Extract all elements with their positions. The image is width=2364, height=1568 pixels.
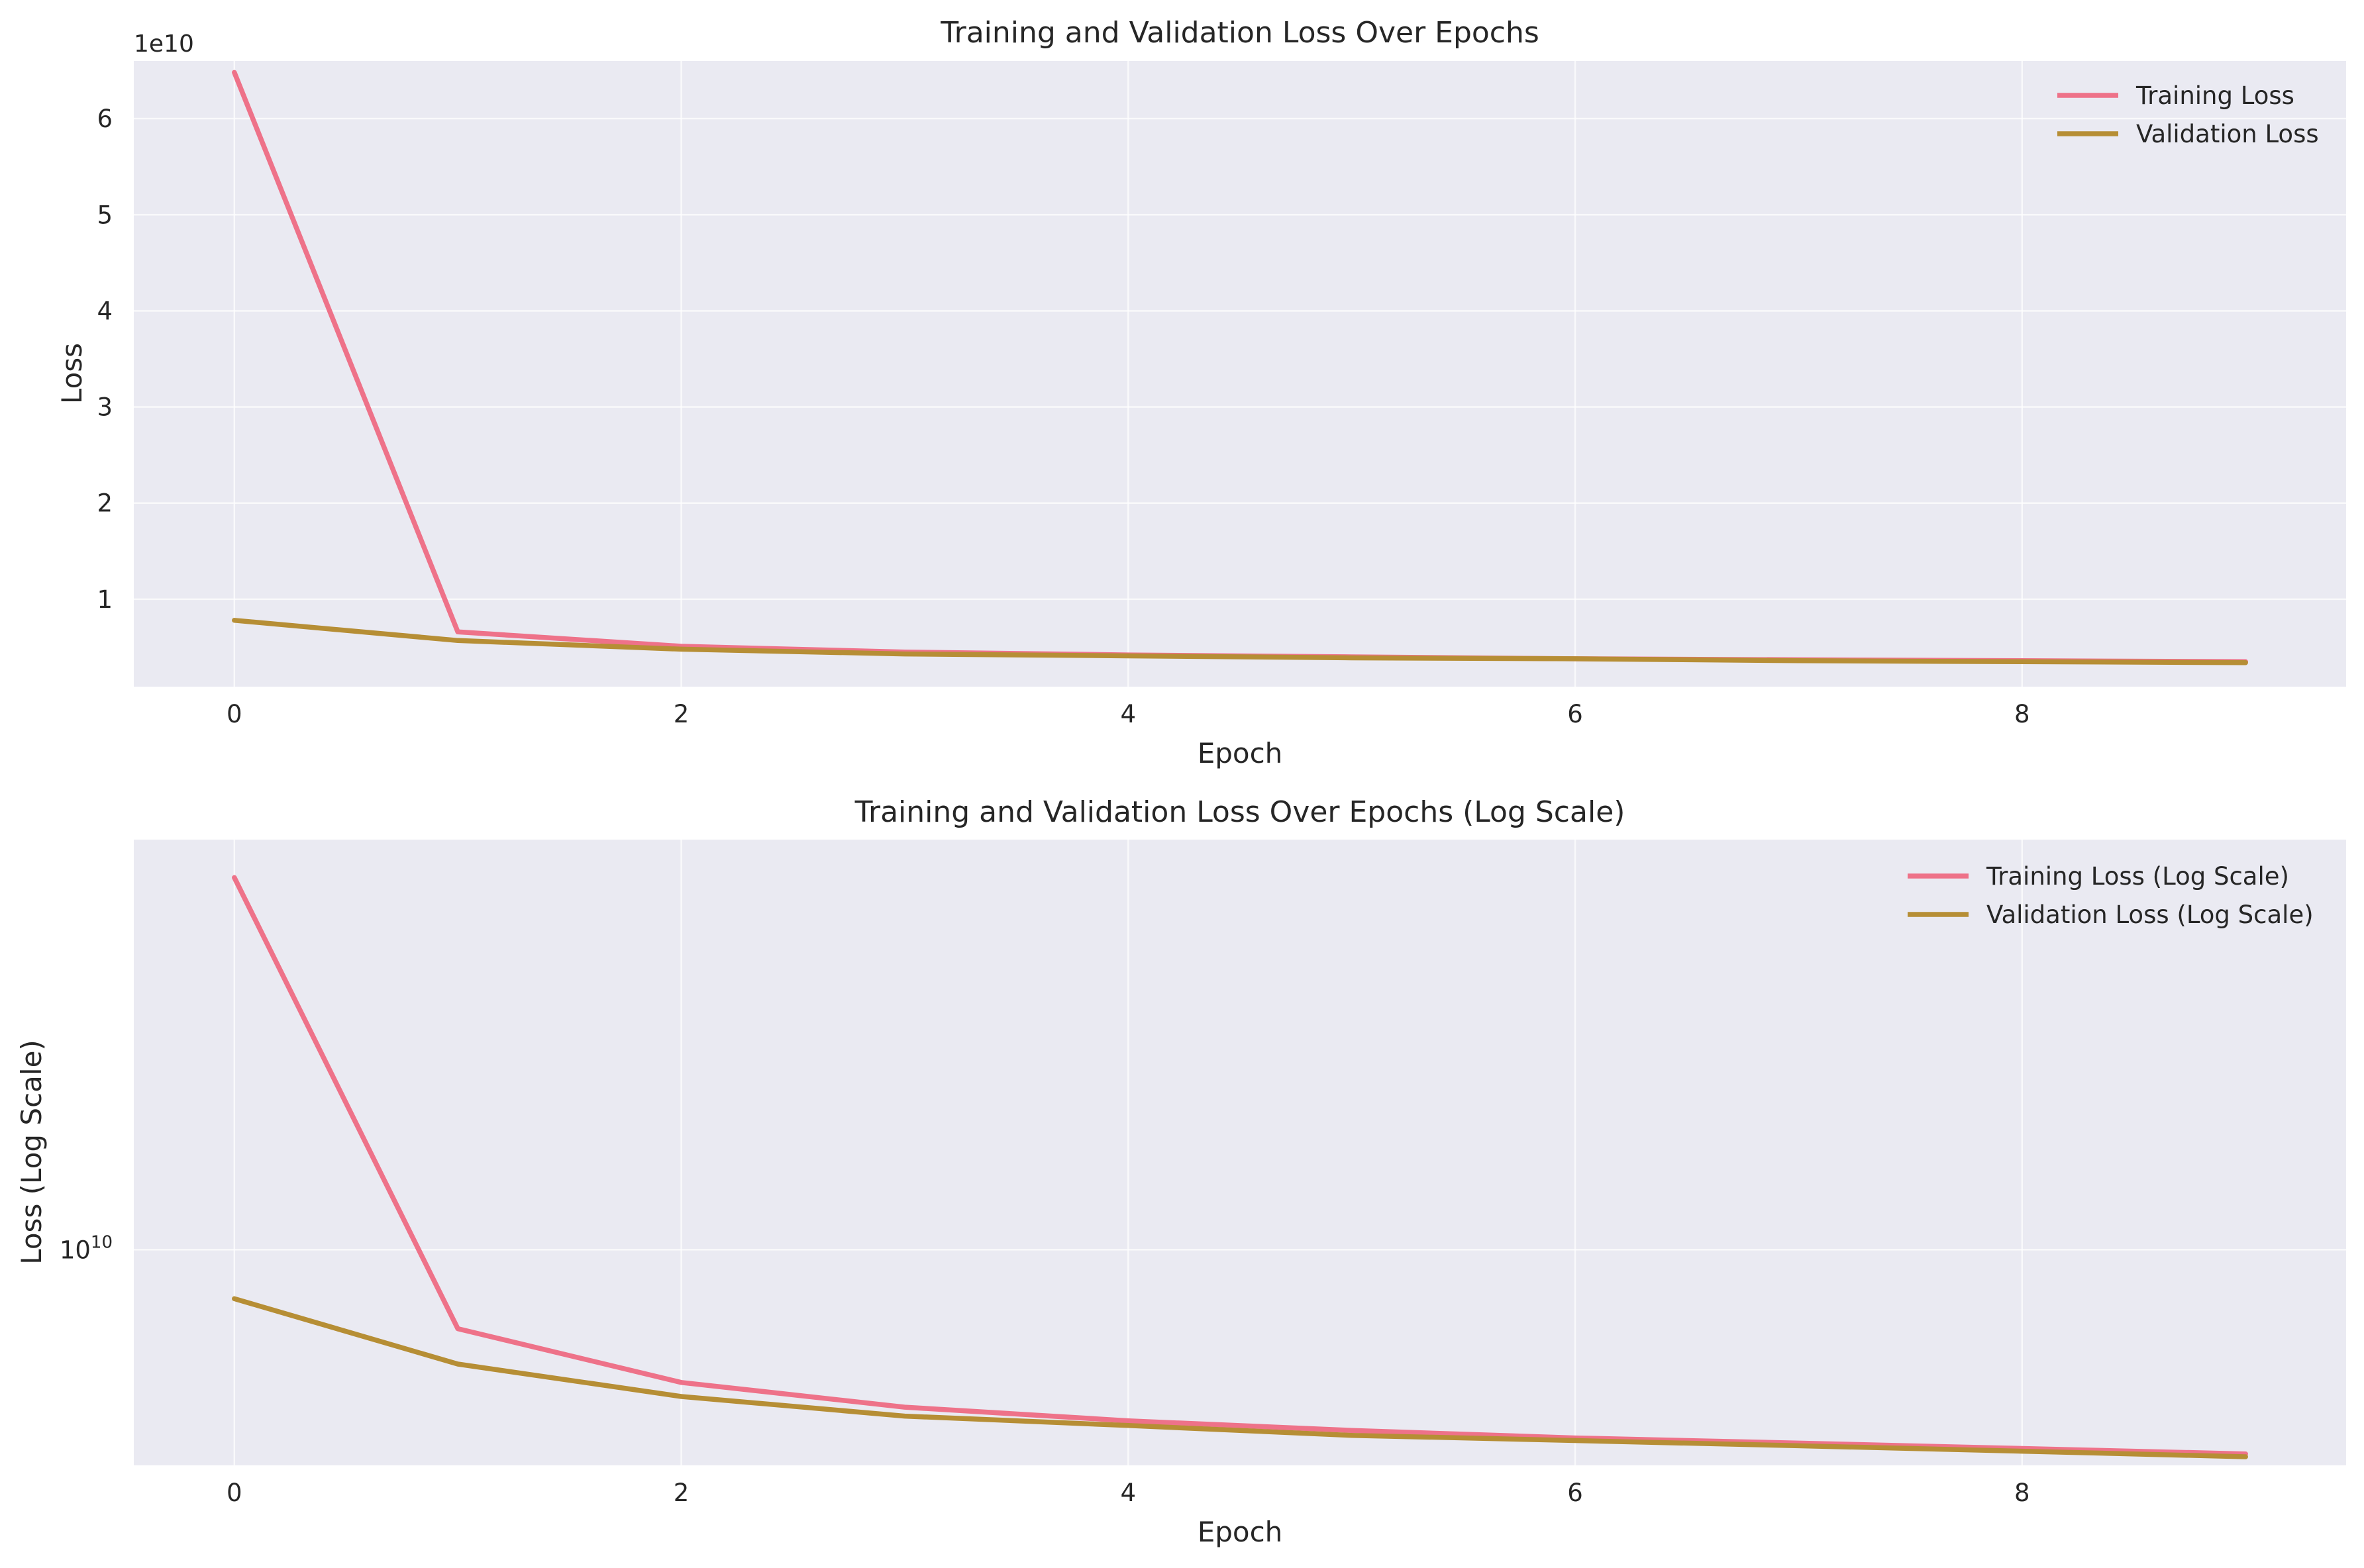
chart-panel-linear: 0 2 4 6 8 1 2 3 4 5 6 Training and Validation Loss… bbox=[56, 16, 2346, 769]
y-axis-label: Loss (Log Scale) bbox=[15, 1040, 48, 1265]
x-tick-label: 0 bbox=[227, 1479, 242, 1507]
legend-label-training: Training Loss bbox=[2135, 81, 2294, 110]
x-tick-label: 2 bbox=[674, 700, 690, 728]
chart-panel-log: 0 2 4 6 8 1010 Training and Validation Loss O… bbox=[15, 795, 2346, 1548]
x-axis-label: Epoch bbox=[1198, 1516, 1283, 1548]
series-line-validation bbox=[232, 618, 2248, 665]
series-line-training bbox=[232, 875, 2248, 1457]
legend-label-validation: Validation Loss (Log Scale) bbox=[1986, 901, 2314, 929]
plot-area bbox=[134, 840, 2346, 1465]
legend-label-validation: Validation Loss bbox=[2136, 120, 2319, 148]
chart-title: Training and Validation Loss Over Epochs… bbox=[854, 795, 1625, 829]
y-tick-label: 2 bbox=[97, 489, 113, 518]
y-tick-label: 5 bbox=[97, 201, 113, 229]
y-tick-label: 6 bbox=[97, 105, 113, 133]
x-tick-label: 6 bbox=[1567, 700, 1583, 728]
x-tick-label: 4 bbox=[1121, 700, 1137, 728]
x-tick-label: 6 bbox=[1567, 1479, 1583, 1507]
y-offset-text: 1e10 bbox=[134, 30, 194, 58]
y-tick-label: 1 bbox=[97, 585, 113, 614]
legend: Training Loss Validation Loss bbox=[2057, 81, 2319, 148]
plot-area bbox=[134, 61, 2346, 687]
x-tick-label: 8 bbox=[2014, 700, 2030, 728]
legend: Training Loss (Log Scale) Validation Los… bbox=[1908, 862, 2314, 929]
y-tick-label: 4 bbox=[97, 297, 113, 325]
x-tick-label: 2 bbox=[674, 1479, 690, 1507]
y-tick-label: 3 bbox=[97, 393, 113, 422]
x-tick-label: 0 bbox=[227, 700, 242, 728]
y-tick-label: 1010 bbox=[60, 1232, 113, 1264]
x-tick-label: 4 bbox=[1121, 1479, 1137, 1507]
y-axis-label: Loss bbox=[56, 343, 88, 404]
series-line-validation bbox=[232, 1296, 2248, 1459]
chart-title: Training and Validation Loss Over Epochs bbox=[940, 16, 1539, 50]
x-tick-label: 8 bbox=[2014, 1479, 2030, 1507]
x-axis-label: Epoch bbox=[1198, 737, 1283, 769]
legend-label-training: Training Loss (Log Scale) bbox=[1986, 862, 2289, 891]
